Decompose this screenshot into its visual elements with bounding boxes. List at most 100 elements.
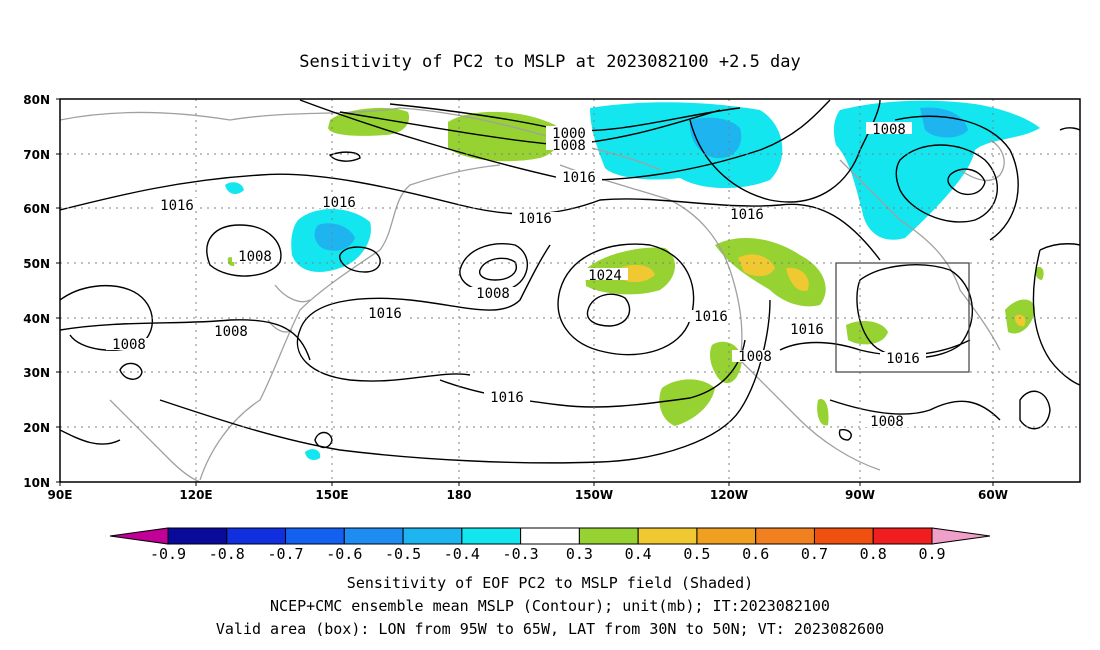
mslp-contour (314, 431, 333, 449)
lat-tick-label: 50N (23, 257, 50, 271)
shade-blob (817, 399, 829, 426)
colorbar-low-triangle (109, 527, 169, 545)
contour-label: 1008 (872, 122, 906, 138)
mslp-contour (60, 285, 154, 351)
contour-label: 1016 (322, 195, 356, 211)
contour-label: 1016 (694, 309, 728, 325)
lat-axis: 80N 70N 60N 50N 40N 30N 20N 10N (23, 93, 60, 490)
colorbar-label: -0.8 (209, 545, 245, 563)
coastline (959, 139, 1005, 182)
contour-label: 1016 (730, 207, 764, 223)
lat-tick-label: 20N (23, 421, 50, 435)
contour-label: 1024 (588, 268, 622, 284)
colorbar-high-triangle (931, 527, 991, 545)
colorbar-label: -0.5 (385, 545, 421, 563)
colorbar-cell (755, 527, 815, 545)
shade-blob (305, 449, 321, 460)
contour-label: 1008 (552, 138, 586, 154)
shade-blob (1014, 314, 1026, 327)
mslp-contour (296, 244, 551, 382)
lon-tick-label: 180 (446, 488, 471, 502)
shade-blob (738, 254, 775, 277)
colorbar-cell (402, 527, 463, 545)
shade-blob (225, 182, 244, 195)
mslp-contour (1019, 390, 1051, 430)
mslp-contour (894, 115, 1019, 241)
mslp-contour (829, 399, 1001, 421)
contour-label: 1016 (160, 198, 194, 214)
caption-line-1: Sensitivity of EOF PC2 to MSLP field (Sh… (347, 574, 753, 592)
colorbar-label: 0.8 (860, 545, 887, 563)
colorbar-label: 0.4 (625, 545, 652, 563)
lon-tick-label: 150E (315, 488, 348, 502)
map-frame (59, 98, 1081, 483)
colorbar-label: 0.3 (566, 545, 593, 563)
colorbar-cell (872, 527, 933, 545)
coastline (559, 164, 881, 471)
shade-blob (786, 267, 809, 292)
mslp-contour (838, 428, 852, 441)
shade-blob (620, 264, 655, 283)
mslp-contour (1059, 127, 1080, 131)
lon-tick-label: 120W (710, 488, 748, 502)
mslp-contour (459, 243, 528, 292)
colorbar-label: -0.7 (267, 545, 303, 563)
mslp-contour (60, 429, 121, 445)
coastline (839, 159, 1001, 351)
colorbar-cell (520, 527, 580, 545)
shade-blob (689, 117, 742, 159)
colorbar-label: -0.6 (326, 545, 362, 563)
mslp-contour (339, 246, 381, 273)
mslp-contour (328, 151, 361, 162)
mslp-contour (478, 257, 517, 281)
lat-tick-label: 60N (23, 202, 50, 216)
coastline (267, 284, 311, 333)
colorbar-cell (813, 527, 874, 545)
contour-labels: 1000 1008 1016 1016 1008 1016 1016 1008 … (106, 122, 926, 430)
map-area: 1000 1008 1016 1016 1008 1016 1016 1008 … (60, 99, 1080, 482)
figure-title: Sensitivity of PC2 to MSLP at 2023082100… (299, 52, 801, 72)
colorbar: -0.9 -0.8 -0.7 -0.6 -0.5 -0.4 -0.3 0.3 0.4 0.5 0.6… (109, 527, 991, 563)
colorbar-cell (637, 527, 698, 545)
shade-blob (328, 107, 410, 136)
contour-label: 1016 (790, 322, 824, 338)
colorbar-cell (167, 527, 228, 545)
caption-line-3: Valid area (box): LON from 95W to 65W, L… (216, 620, 884, 638)
lon-tick-label: 60W (978, 488, 1008, 502)
mslp-contour (895, 144, 999, 223)
colorbar-cell (343, 527, 404, 545)
colorbar-label: -0.3 (503, 545, 539, 563)
lon-tick-label: 120E (179, 488, 212, 502)
mslp-contour (947, 168, 986, 196)
lat-tick-label: 80N (23, 93, 50, 107)
contour-label: 1008 (870, 414, 904, 430)
colorbar-label: 0.7 (801, 545, 828, 563)
colorbar-cell (226, 527, 287, 545)
lat-tick-label: 70N (23, 148, 50, 162)
lon-tick-label: 90W (845, 488, 875, 502)
contour-label: 1016 (518, 211, 552, 227)
caption-line-2: NCEP+CMC ensemble mean MSLP (Contour); u… (270, 597, 830, 615)
shade-blob (590, 102, 783, 189)
contour-label: 1008 (476, 286, 510, 302)
mslp-contour (119, 362, 143, 380)
coastline (199, 164, 501, 481)
lat-tick-label: 10N (23, 476, 50, 490)
coastline (109, 399, 201, 482)
colorbar-cell (578, 527, 639, 545)
colorbar-label: -0.9 (150, 545, 186, 563)
colorbar-label: -0.4 (444, 545, 480, 563)
mslp-contour (779, 339, 971, 356)
contour-label: 1008 (112, 337, 146, 353)
colorbar-label: 0.5 (683, 545, 710, 563)
shade-blob (1035, 266, 1044, 280)
colorbar-cell (696, 527, 757, 545)
contour-label: 1008 (214, 324, 248, 340)
valid-area-box (835, 262, 970, 373)
contour-label: 1016 (562, 170, 596, 186)
colorbar-label: 0.9 (918, 545, 945, 563)
colorbar-cell (461, 527, 522, 545)
mslp-contour (206, 224, 282, 277)
contour-label: 1016 (490, 390, 524, 406)
